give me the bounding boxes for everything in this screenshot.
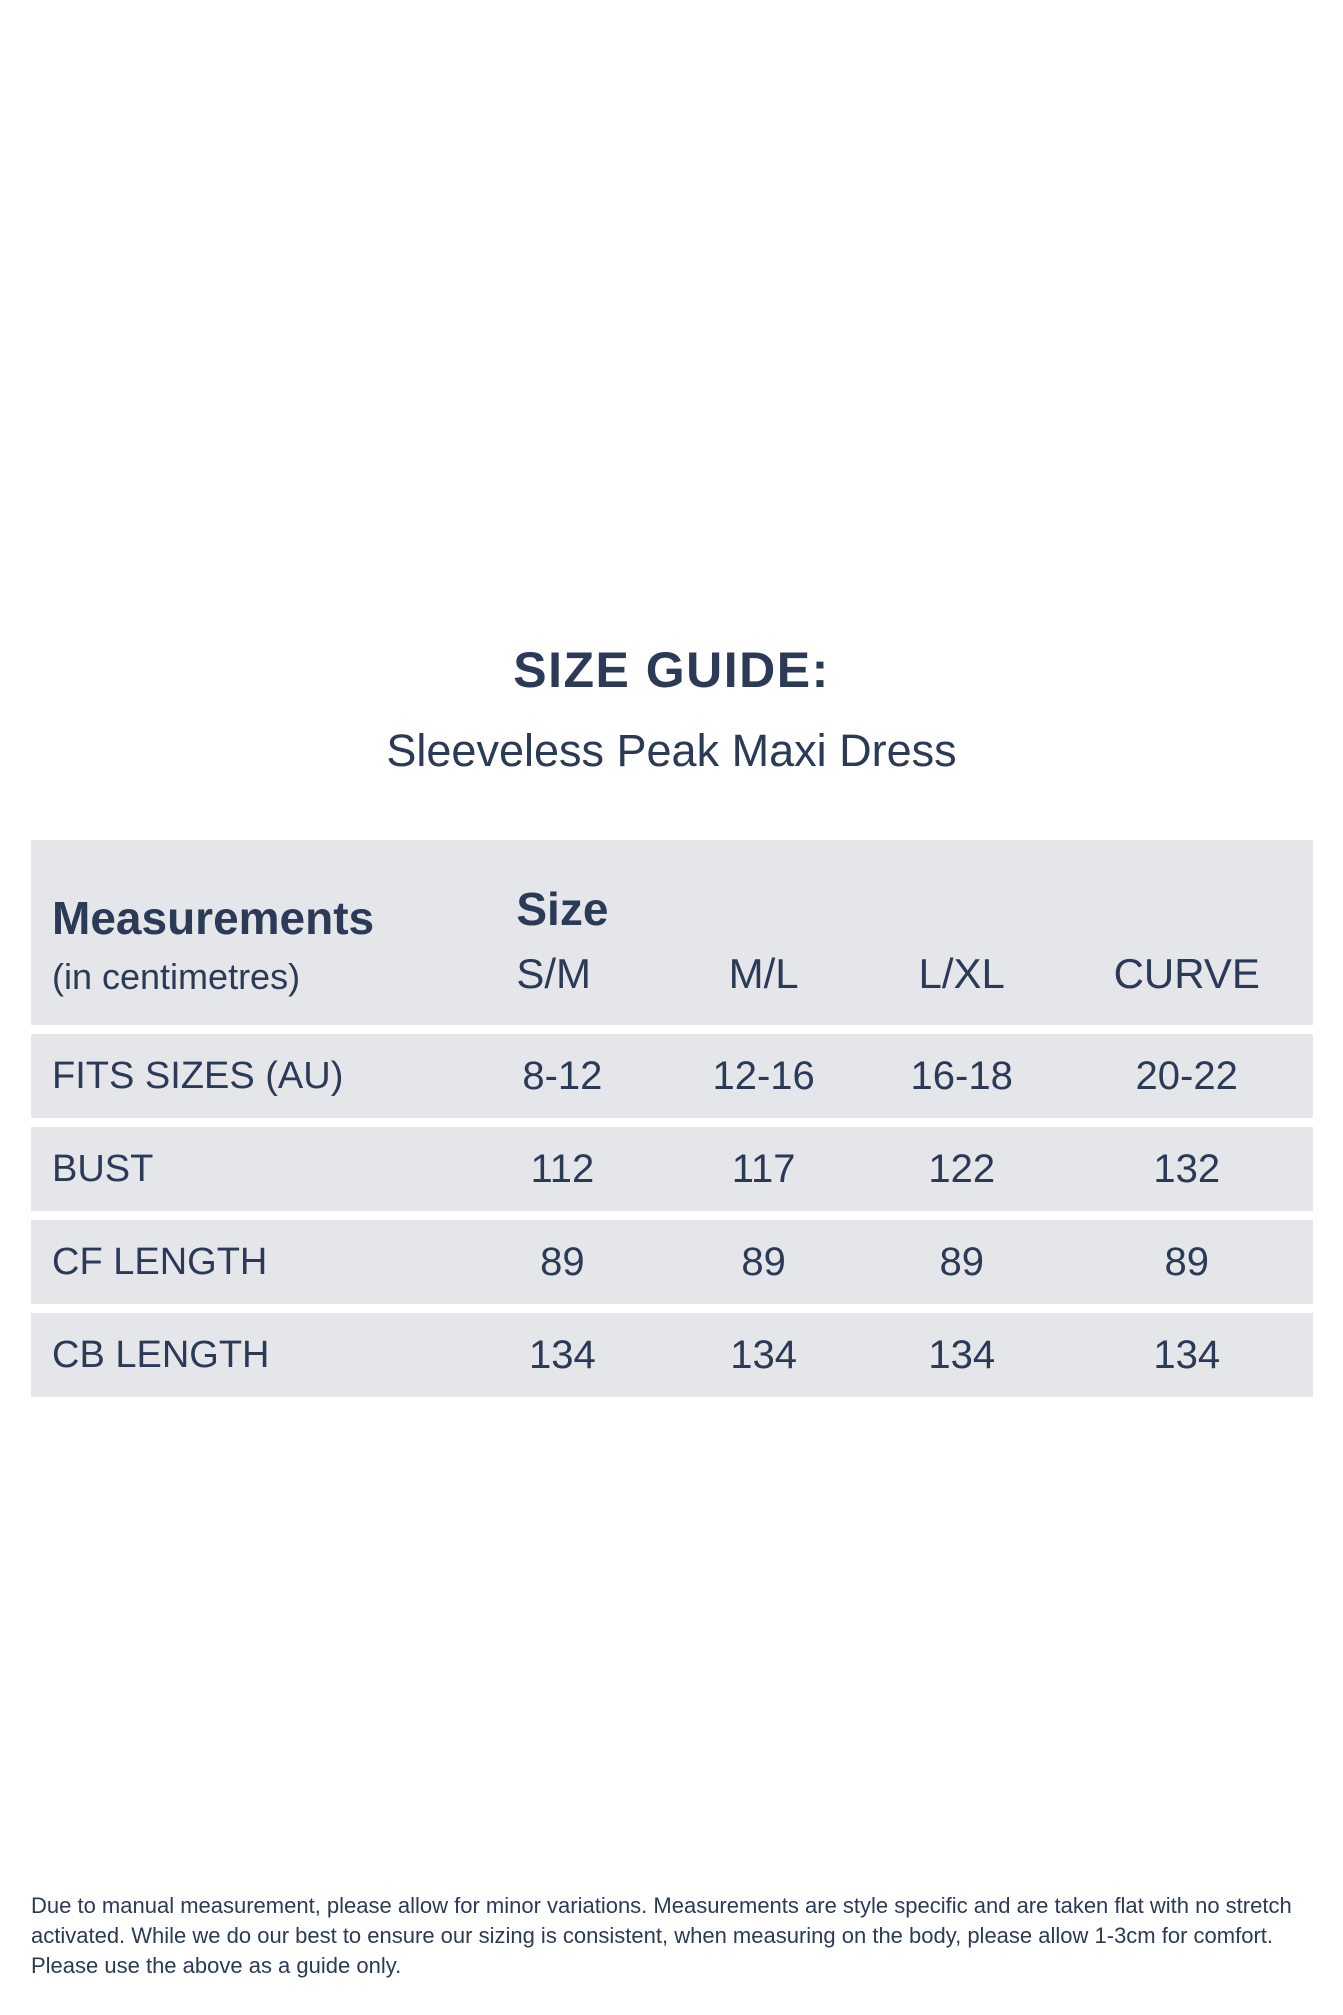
size-column-header-ml: M/L [664, 840, 863, 1025]
size-table: Measurements (in centimetres) Size S/M M… [31, 831, 1313, 1406]
cell-value: 134 [1060, 1313, 1313, 1397]
size-label-curve: CURVE [1113, 949, 1260, 997]
size-label-sm: S/M [516, 949, 592, 997]
table-row-bust: BUST 112 117 122 132 [31, 1127, 1313, 1211]
cell-value: 89 [863, 1220, 1061, 1304]
cell-value: 8-12 [460, 1034, 665, 1118]
cell-value: 134 [863, 1313, 1061, 1397]
row-label: CF LENGTH [31, 1220, 461, 1304]
table-row-cb-length: CB LENGTH 134 134 134 134 [31, 1313, 1313, 1397]
cell-value: 134 [664, 1313, 863, 1397]
cell-value: 117 [664, 1127, 863, 1211]
size-column-header-sm: Size S/M [460, 840, 665, 1025]
measurements-header-cell: Measurements (in centimetres) [31, 840, 461, 1025]
row-label: CB LENGTH [31, 1313, 461, 1397]
row-label: FITS SIZES (AU) [31, 1034, 461, 1118]
table-row-cf-length: CF LENGTH 89 89 89 89 [31, 1220, 1313, 1304]
cell-value: 122 [863, 1127, 1061, 1211]
measurements-header-label: Measurements [52, 891, 375, 944]
cell-value: 89 [460, 1220, 665, 1304]
cell-value: 89 [664, 1220, 863, 1304]
size-header-label: Size [516, 883, 609, 936]
measurements-unit-label: (in centimetres) [52, 956, 301, 998]
table-header-row: Measurements (in centimetres) Size S/M M… [31, 840, 1313, 1025]
size-label-lxl: L/XL [918, 949, 1005, 997]
cell-value: 89 [1060, 1220, 1313, 1304]
page-title: SIZE GUIDE: [513, 642, 830, 698]
cell-value: 134 [460, 1313, 665, 1397]
cell-value: 20-22 [1060, 1034, 1313, 1118]
size-column-header-lxl: L/XL [863, 840, 1061, 1025]
cell-value: 16-18 [863, 1034, 1061, 1118]
table-row-fits-sizes: FITS SIZES (AU) 8-12 12-16 16-18 20-22 [31, 1034, 1313, 1118]
row-label: BUST [31, 1127, 461, 1211]
size-column-header-curve: CURVE [1060, 840, 1313, 1025]
product-name: Sleeveless Peak Maxi Dress [386, 725, 957, 776]
measurement-disclaimer: Due to manual measurement, please allow … [31, 1893, 1292, 1978]
cell-value: 112 [460, 1127, 665, 1211]
cell-value: 132 [1060, 1127, 1313, 1211]
size-label-ml: M/L [728, 949, 799, 997]
cell-value: 12-16 [664, 1034, 863, 1118]
